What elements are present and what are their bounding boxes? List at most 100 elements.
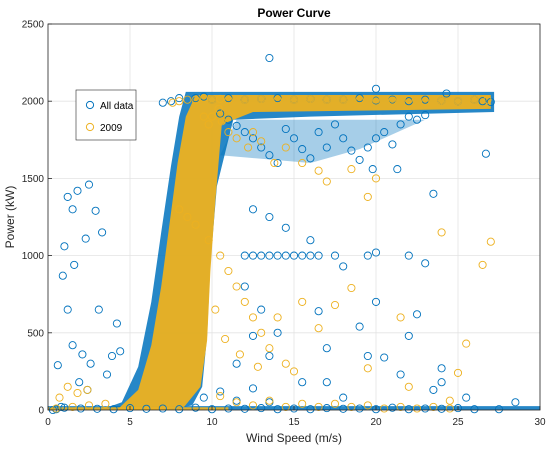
data-point	[257, 94, 266, 103]
data-point	[232, 121, 241, 130]
data-point	[355, 95, 364, 104]
data-point	[240, 95, 249, 104]
data-point	[216, 94, 225, 103]
data-point	[94, 305, 103, 314]
data-point	[371, 134, 381, 143]
data-point	[322, 143, 331, 152]
data-point	[232, 282, 241, 291]
data-point	[421, 259, 430, 268]
x-tick-label: 15	[288, 417, 300, 428]
data-point	[306, 154, 315, 163]
data-point	[257, 328, 266, 337]
data-point	[204, 120, 213, 129]
data-point	[281, 223, 290, 232]
data-point	[63, 305, 72, 314]
data-point	[481, 149, 490, 158]
data-point	[273, 95, 282, 104]
x-tick-label: 10	[206, 417, 218, 428]
data-point	[224, 266, 233, 276]
x-axis-label: Wind Speed (m/s)	[246, 431, 342, 445]
data-point	[81, 234, 90, 243]
data-point	[437, 404, 446, 413]
data-point	[265, 351, 274, 361]
data-point	[437, 228, 446, 237]
data-point	[235, 350, 244, 359]
data-point	[371, 174, 381, 183]
data-point	[78, 350, 87, 359]
data-point	[211, 305, 220, 314]
data-point	[289, 134, 299, 143]
data-point	[273, 158, 282, 168]
data-point	[86, 359, 95, 368]
data-point	[388, 140, 397, 149]
data-point	[404, 112, 413, 121]
data-point	[363, 192, 372, 201]
data-point	[478, 97, 487, 106]
data-point	[470, 95, 479, 104]
data-point	[380, 353, 389, 362]
data-point	[445, 404, 454, 413]
data-point	[116, 347, 125, 356]
data-point	[314, 307, 323, 316]
data-point	[421, 404, 430, 413]
data-point	[216, 392, 225, 401]
data-point	[142, 404, 151, 413]
data-point	[191, 220, 200, 229]
data-point	[70, 260, 79, 269]
data-point	[339, 262, 348, 271]
data-point	[102, 370, 112, 379]
data-point	[265, 212, 274, 222]
data-point	[363, 351, 372, 361]
data-point	[75, 378, 84, 387]
data-point	[429, 189, 438, 198]
data-point	[109, 405, 118, 414]
data-point	[478, 260, 487, 269]
data-point	[355, 322, 364, 331]
data-point	[314, 402, 323, 411]
data-point	[404, 251, 413, 260]
data-point	[298, 297, 307, 306]
data-point	[107, 351, 117, 361]
data-point	[257, 251, 266, 260]
data-point	[281, 143, 290, 152]
data-point	[429, 402, 438, 411]
y-tick-label: 0	[38, 406, 44, 417]
data-point	[393, 165, 402, 174]
data-point	[207, 95, 217, 104]
data-point	[437, 364, 446, 373]
data-point	[453, 404, 463, 413]
data-point	[273, 328, 282, 337]
data-point	[453, 97, 463, 106]
data-point	[306, 94, 315, 103]
data-point	[257, 137, 266, 146]
data-point	[183, 95, 192, 104]
data-point	[232, 359, 241, 368]
y-tick-label: 500	[27, 328, 44, 339]
data-point	[63, 382, 72, 391]
data-point	[281, 402, 290, 411]
x-tick-label: 20	[370, 417, 382, 428]
axis-ticks: 0 5 10 15 20 25 30 0 500 1000 1500 2000 2500	[22, 20, 546, 429]
data-point	[248, 331, 258, 340]
data-point	[57, 402, 66, 411]
data-point	[221, 334, 230, 344]
data-point	[339, 393, 348, 402]
data-point	[330, 120, 340, 129]
data-point	[273, 405, 282, 414]
data-point	[511, 398, 520, 407]
data-point	[363, 364, 372, 373]
legend-label-2009: 2009	[100, 123, 123, 134]
data-point	[265, 344, 274, 353]
data-point	[240, 282, 249, 291]
data-point	[437, 378, 446, 387]
data-point	[84, 401, 94, 410]
data-point	[380, 128, 389, 137]
y-tick-label: 1000	[22, 251, 45, 262]
legend-marker-all-data	[85, 100, 95, 110]
data-point	[63, 192, 72, 201]
data-point	[224, 404, 233, 413]
data-point	[265, 251, 274, 260]
data-point	[298, 158, 307, 168]
data-point	[199, 393, 208, 402]
